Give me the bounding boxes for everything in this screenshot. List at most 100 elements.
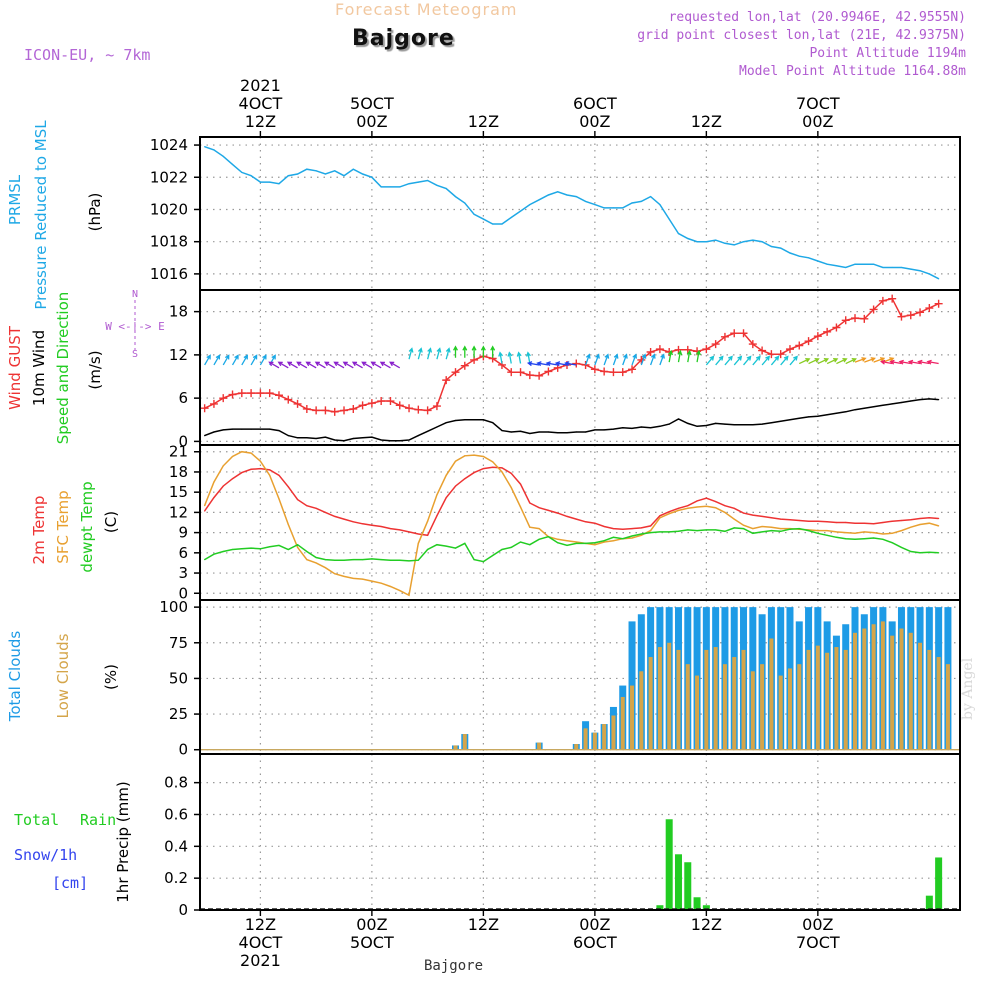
data-point xyxy=(501,471,503,473)
data-point xyxy=(361,558,364,561)
data-point xyxy=(575,542,577,544)
gust-marker xyxy=(609,368,618,377)
data-point xyxy=(594,522,596,524)
data-point xyxy=(259,460,261,462)
data-point xyxy=(835,531,838,533)
data-point xyxy=(733,244,735,246)
data-point xyxy=(882,404,884,406)
wind-arrow xyxy=(668,349,673,363)
data-point xyxy=(296,498,299,501)
wind-arrow xyxy=(594,353,600,366)
wind-arrow xyxy=(213,354,221,366)
gridpoint-coords: grid point closest lon,lat (21E, 42.9375… xyxy=(637,28,966,43)
data-point xyxy=(603,429,605,431)
data-point xyxy=(315,507,317,509)
data-point xyxy=(715,239,717,241)
low-cloud-bar xyxy=(880,621,885,750)
wind-arrow xyxy=(845,357,857,365)
data-point xyxy=(529,502,531,504)
data-point xyxy=(399,559,401,561)
data-point xyxy=(900,401,903,404)
data-point xyxy=(259,181,261,183)
data-point xyxy=(622,538,624,540)
data-point xyxy=(770,422,772,424)
low-cloud-bar xyxy=(639,671,644,750)
data-point xyxy=(919,398,921,401)
ylabel-speed-direction: Speed and Direction xyxy=(54,292,72,445)
data-point xyxy=(492,554,494,557)
bottom-time-label: 12Z xyxy=(468,915,499,934)
gust-marker xyxy=(646,348,655,356)
data-point xyxy=(910,519,912,521)
data-point xyxy=(361,523,364,525)
compass-s: S xyxy=(132,349,138,360)
data-point xyxy=(733,527,735,529)
wind-arrow xyxy=(554,361,568,367)
data-point xyxy=(408,531,410,533)
data-point xyxy=(250,468,252,470)
data-point xyxy=(315,437,317,440)
y-tick-label: 0 xyxy=(178,901,188,919)
low-cloud-bar xyxy=(704,649,709,750)
y-tick-label: 6 xyxy=(178,544,188,562)
data-point xyxy=(780,530,782,532)
data-point xyxy=(872,263,875,265)
data-point xyxy=(510,431,512,433)
wind-arrow xyxy=(780,355,789,366)
data-point xyxy=(334,515,336,518)
data-point xyxy=(334,573,336,575)
wind-arrow xyxy=(926,359,939,365)
data-point xyxy=(464,542,466,544)
gust-marker xyxy=(869,305,878,314)
wind-arrow xyxy=(798,357,811,365)
data-point xyxy=(408,439,410,441)
data-point xyxy=(538,538,540,540)
gust-marker xyxy=(739,329,748,338)
low-cloud-bar xyxy=(890,635,895,750)
data-point xyxy=(454,547,457,549)
panel-frame xyxy=(199,753,961,911)
data-point xyxy=(510,216,512,219)
data-point xyxy=(631,427,633,430)
wind-arrow xyxy=(427,347,433,360)
model-label: ICON-EU, ~ 7km xyxy=(24,46,151,64)
low-cloud-bar xyxy=(899,628,904,750)
low-cloud-bar xyxy=(685,664,690,750)
data-point xyxy=(324,436,327,438)
wind-arrow xyxy=(817,357,830,365)
y-tick-label: 0.8 xyxy=(164,774,188,792)
data-point xyxy=(612,536,615,538)
top-time-label: 00Z xyxy=(356,112,387,131)
ylabel-precip: 1hr Precip (mm) xyxy=(114,781,132,902)
y-tick-label: 18 xyxy=(169,463,188,481)
low-cloud-bar xyxy=(797,664,802,750)
y-tick-label: 15 xyxy=(169,483,188,501)
data-point xyxy=(557,432,559,434)
data-point xyxy=(371,558,373,560)
y-tick-label: 1020 xyxy=(150,200,188,218)
wind-arrow xyxy=(536,361,549,367)
data-point xyxy=(241,472,243,474)
data-point xyxy=(427,520,429,522)
data-point xyxy=(872,532,875,534)
data-point xyxy=(473,213,475,215)
data-point xyxy=(584,200,587,203)
wind-arrow xyxy=(241,354,248,366)
data-point xyxy=(696,241,698,243)
data-point xyxy=(900,266,903,269)
wind-arrow xyxy=(480,345,486,358)
data-point xyxy=(529,432,531,435)
data-point xyxy=(473,419,475,421)
data-point xyxy=(659,517,661,519)
data-point xyxy=(575,518,577,520)
low-cloud-bar xyxy=(927,649,932,750)
y-tick-label: 75 xyxy=(169,634,188,652)
data-point xyxy=(547,431,550,433)
data-point xyxy=(742,424,745,426)
data-point xyxy=(575,195,577,198)
y-tick-label: 12 xyxy=(169,503,188,521)
data-point xyxy=(910,526,912,528)
low-cloud-bar xyxy=(853,632,858,750)
data-point xyxy=(854,538,856,540)
rain-bar xyxy=(684,862,692,910)
